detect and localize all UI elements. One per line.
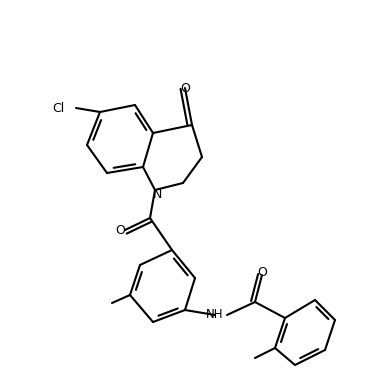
Text: O: O [257, 266, 267, 279]
Text: Cl: Cl [52, 101, 64, 114]
Text: NH: NH [206, 309, 224, 321]
Text: O: O [115, 223, 125, 236]
Text: O: O [180, 81, 190, 95]
Text: N: N [152, 187, 162, 201]
